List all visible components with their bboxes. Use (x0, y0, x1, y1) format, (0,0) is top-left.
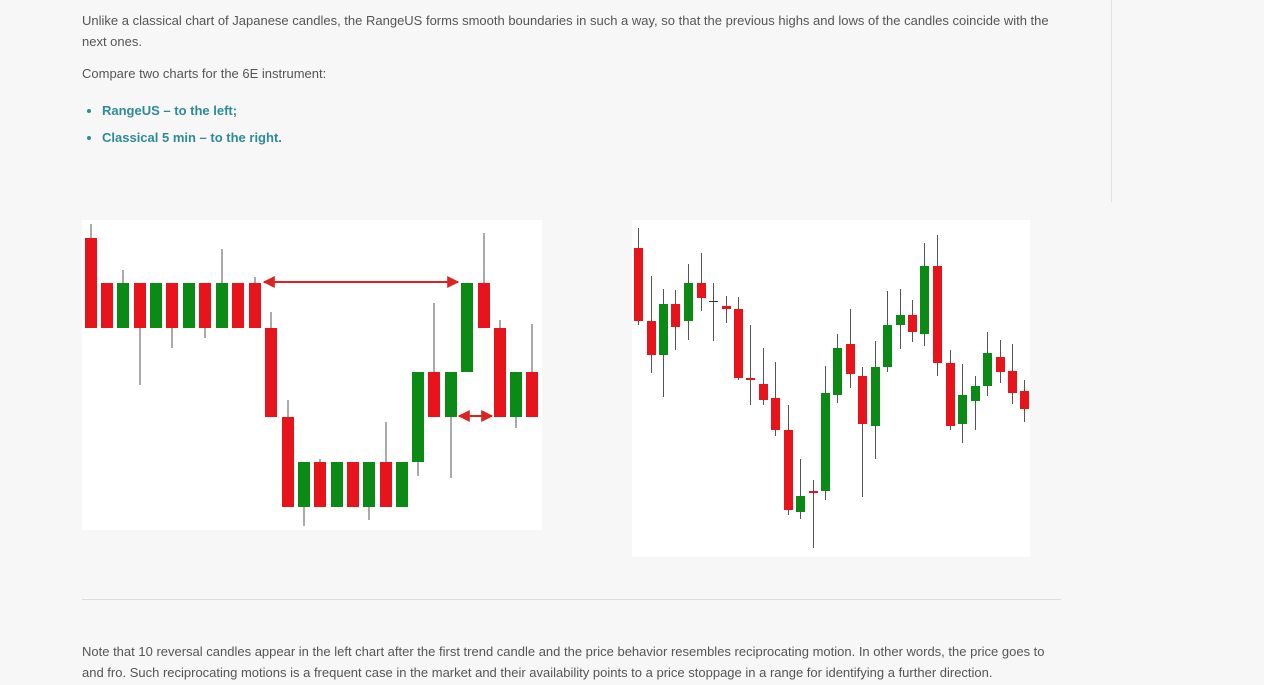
candle-body (896, 315, 905, 325)
candle-body (232, 283, 244, 328)
candle-body (249, 283, 261, 328)
candle-body (412, 372, 424, 462)
candle-body (347, 462, 359, 507)
candle-body (461, 283, 473, 372)
candle-body (282, 417, 294, 507)
candle-body (697, 283, 706, 298)
candle-body (380, 462, 392, 507)
bullet: RangeUS – to the left; (102, 97, 282, 124)
candle-body (526, 372, 538, 417)
candle-body (671, 304, 680, 327)
candle-body (858, 376, 867, 424)
candle-body (746, 378, 755, 380)
candle-body (771, 398, 780, 430)
candle-body (298, 462, 310, 507)
candle-body (846, 344, 855, 374)
candle-body (331, 462, 343, 507)
candle-body (983, 353, 992, 386)
note-text: Note that 10 reversal candles appear in … (82, 644, 1045, 680)
candle-body (199, 283, 211, 328)
candle-body (809, 491, 818, 493)
candle-body (971, 386, 980, 401)
candle-body (478, 283, 490, 328)
candle-body (166, 283, 178, 328)
candle-body (709, 301, 718, 302)
candle-body (759, 384, 768, 400)
candle-body (494, 328, 506, 417)
candle-body (871, 367, 880, 426)
candle-body (634, 248, 643, 321)
candle-body (784, 430, 793, 510)
candle-body (396, 462, 408, 507)
candle-body (659, 304, 668, 355)
candle-body (85, 238, 97, 328)
bullet: Classical 5 min – to the right. (102, 124, 282, 151)
intro-text: Unlike a classical chart of Japanese can… (82, 13, 1049, 49)
candle-body (908, 315, 917, 332)
candle-body (933, 266, 942, 363)
rule (82, 599, 1061, 600)
candle-body (722, 306, 731, 309)
candle-body (946, 363, 955, 426)
divider (1111, 0, 1112, 202)
candle-body (510, 372, 522, 417)
candle-body (101, 283, 113, 328)
candle-body (117, 283, 129, 328)
candle-body (428, 372, 440, 417)
candle-body (796, 496, 805, 512)
compare-text: Compare two charts for the 6E instrument… (82, 66, 327, 81)
candle-body (1008, 371, 1017, 393)
candle-body (363, 462, 375, 507)
candle-body (216, 283, 228, 328)
candle-body (314, 462, 326, 507)
candle-body (150, 283, 162, 328)
candle-body (734, 309, 743, 378)
candle-body (996, 357, 1005, 372)
candle-body (920, 266, 929, 334)
bullet-list: RangeUS – to the left; Classical 5 min –… (82, 97, 282, 151)
candle-body (1020, 391, 1029, 409)
candle-body (821, 393, 830, 491)
candle-body (647, 321, 656, 355)
candle-body (958, 395, 967, 424)
chart-images (82, 220, 1030, 557)
right-image (632, 220, 1030, 557)
candle-body (445, 372, 457, 417)
candle-body (883, 325, 892, 367)
candle-body (183, 283, 195, 328)
left-image (82, 220, 542, 530)
candle-body (134, 283, 146, 328)
candle-body (265, 328, 277, 417)
candle-body (833, 348, 842, 395)
candle-body (684, 283, 693, 321)
